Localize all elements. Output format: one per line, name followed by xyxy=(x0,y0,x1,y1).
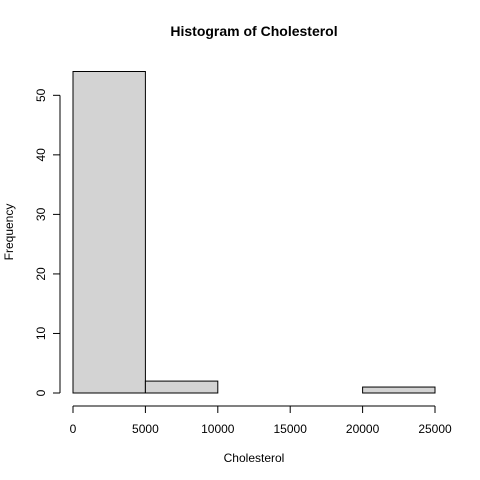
x-axis-label: Cholesterol xyxy=(224,451,285,465)
x-tick-label: 15000 xyxy=(274,422,308,436)
y-tick-label: 30 xyxy=(34,207,48,221)
x-tick-label: 10000 xyxy=(201,422,235,436)
histogram-bar-1 xyxy=(144,380,219,394)
histogram-bar-0 xyxy=(72,71,146,394)
x-tick-label: 0 xyxy=(70,422,77,436)
bars-group xyxy=(72,71,436,394)
chart-title: Histogram of Cholesterol xyxy=(170,23,337,39)
y-tick-label: 20 xyxy=(34,267,48,281)
y-tick-label: 0 xyxy=(34,389,48,396)
x-tick-label: 20000 xyxy=(346,422,380,436)
y-axis-ticks: 0 10 20 30 40 50 xyxy=(34,88,60,396)
y-tick-label: 50 xyxy=(34,88,48,102)
x-tick-label: 25000 xyxy=(418,422,452,436)
x-tick-label: 5000 xyxy=(132,422,159,436)
histogram-bar-4 xyxy=(362,386,436,394)
y-axis-label: Frequency xyxy=(2,204,16,261)
y-tick-label: 10 xyxy=(34,326,48,340)
y-tick-label: 40 xyxy=(34,148,48,162)
x-axis-ticks: 0 5000 10000 15000 20000 25000 xyxy=(70,406,452,436)
